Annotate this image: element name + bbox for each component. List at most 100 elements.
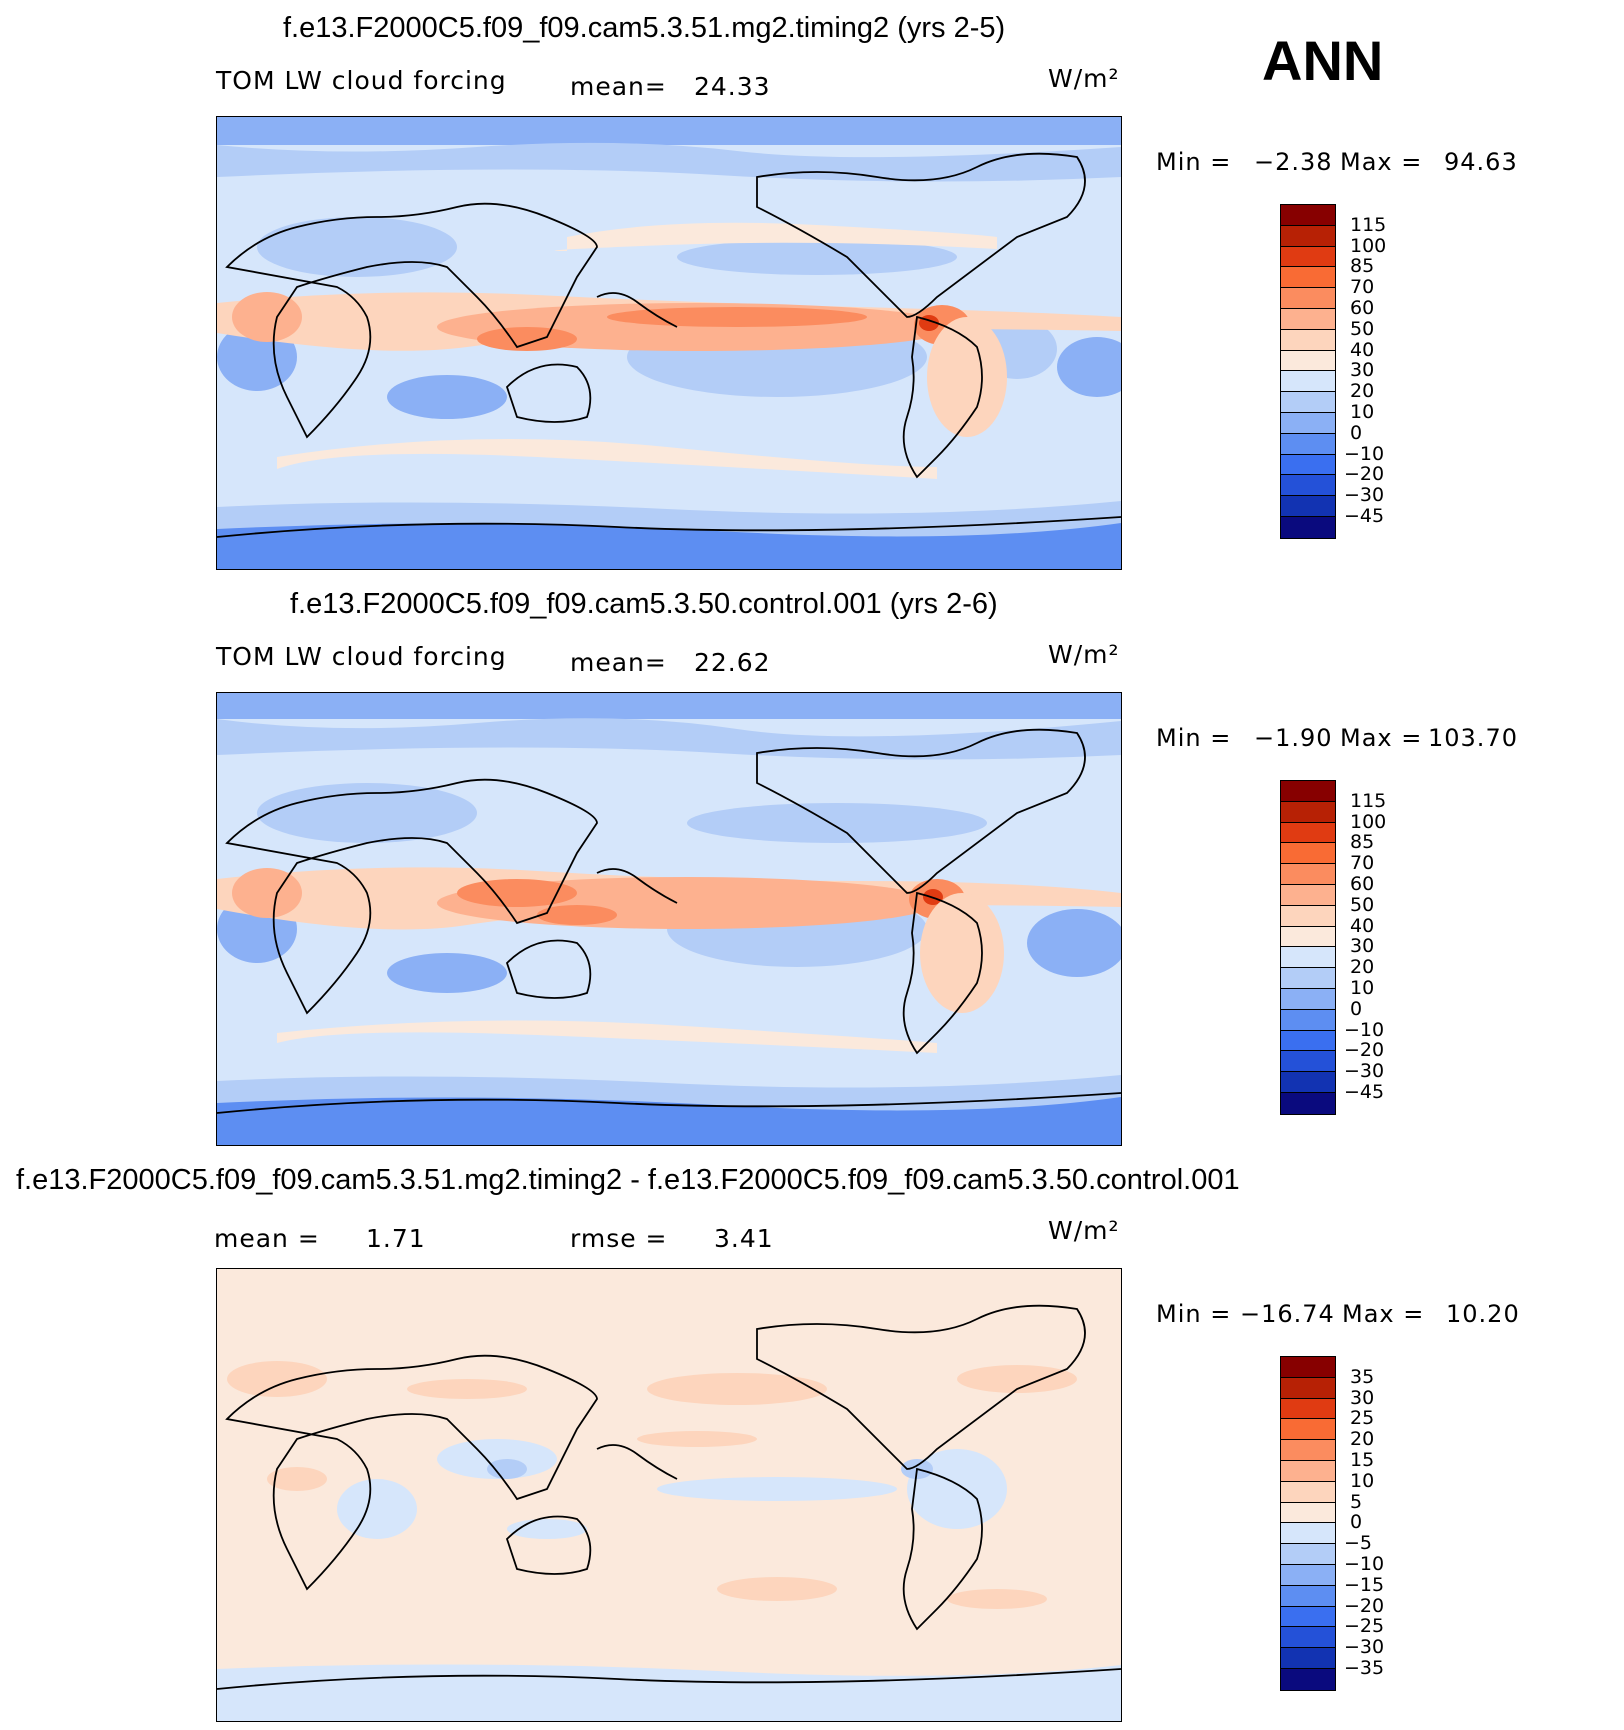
colorbar-tick-label: 10 (1350, 401, 1375, 423)
colorbar-swatch (1281, 1481, 1335, 1503)
panel1-max-label: Max = (1340, 148, 1423, 176)
colorbar-tick-label: 10 (1350, 1469, 1375, 1492)
panel3-rmse-label: rmse = (570, 1224, 668, 1253)
colorbar-swatch (1281, 1092, 1335, 1114)
colorbar-swatch (1281, 988, 1335, 1010)
colorbar-swatch (1281, 843, 1335, 865)
colorbar-swatch (1281, 1460, 1335, 1482)
colorbar-swatch (1281, 1648, 1335, 1669)
colorbar-swatch (1281, 225, 1335, 247)
colorbar-tick-label: 0 (1350, 1511, 1363, 1534)
colorbar-tick-label: −25 (1344, 1615, 1385, 1638)
panel2-variable: TOM LW cloud forcing (216, 642, 507, 671)
colorbar-swatch (1281, 475, 1335, 497)
colorbar-tick-label: 20 (1350, 1428, 1375, 1451)
colorbar-tick-label: 35 (1350, 1365, 1375, 1388)
panel2-title: f.e13.F2000C5.f09_f09.cam5.3.50.control.… (290, 588, 998, 620)
colorbar-tick-label: −20 (1344, 1039, 1385, 1062)
panel3-title: f.e13.F2000C5.f09_f09.cam5.3.51.mg2.timi… (16, 1164, 1240, 1196)
colorbar-swatch (1281, 267, 1335, 289)
panel1-units: W/m² (1048, 64, 1120, 93)
colorbar-tick-label: 60 (1350, 873, 1375, 895)
colorbar-tick-label: −20 (1344, 463, 1385, 486)
colorbar-tick-label: 30 (1350, 359, 1375, 382)
colorbar-swatch (1281, 968, 1335, 989)
colorbar-swatch (1281, 1606, 1335, 1628)
panel2-max-label: Max = (1340, 724, 1423, 752)
panel1-title: f.e13.F2000C5.f09_f09.cam5.3.51.mg2.timi… (283, 12, 1006, 44)
panel3-colorbar (1280, 1356, 1336, 1691)
colorbar-tick-label: 30 (1350, 935, 1375, 958)
colorbar-tick-label: −20 (1344, 1594, 1385, 1617)
colorbar-swatch (1281, 1564, 1335, 1586)
colorbar-tick-label: −10 (1344, 1553, 1385, 1575)
colorbar-tick-label: −45 (1344, 1081, 1385, 1103)
colorbar-tick-label: 5 (1350, 1490, 1363, 1513)
colorbar-tick-label: 60 (1350, 297, 1375, 319)
colorbar-swatch (1281, 516, 1335, 538)
colorbar-swatch (1281, 781, 1335, 802)
colorbar-tick-label: 20 (1350, 956, 1375, 979)
panel2-units: W/m² (1048, 640, 1120, 669)
colorbar-swatch (1281, 308, 1335, 330)
panel3-mean-value: 1.71 (366, 1224, 426, 1253)
colorbar-swatch (1281, 412, 1335, 434)
panel3-max-value: 10.20 (1446, 1300, 1520, 1328)
colorbar-swatch (1281, 1523, 1335, 1545)
colorbar-swatch (1281, 1668, 1335, 1690)
panel1-max-value: 94.63 (1444, 148, 1518, 176)
panel2-min-value: −1.90 (1254, 724, 1333, 752)
colorbar-swatch (1281, 1502, 1335, 1524)
colorbar-tick-label: −10 (1344, 1018, 1385, 1041)
colorbar-tick-label: 115 (1350, 789, 1387, 812)
colorbar-swatch (1281, 905, 1335, 927)
colorbar-swatch (1281, 947, 1335, 969)
panel3-max-label: Max = (1342, 1300, 1425, 1328)
panel1-min-value: −2.38 (1254, 148, 1333, 176)
colorbar-swatch (1281, 1627, 1335, 1649)
panel1-mean-label: mean= (570, 72, 667, 101)
colorbar-tick-label: 15 (1350, 1449, 1375, 1471)
colorbar-swatch (1281, 205, 1335, 226)
colorbar-swatch (1281, 1051, 1335, 1073)
colorbar-swatch (1281, 1419, 1335, 1441)
colorbar-tick-label: −30 (1344, 484, 1385, 507)
season-label: ANN (1262, 29, 1384, 92)
panel1-variable: TOM LW cloud forcing (216, 66, 507, 95)
panel3-map (216, 1268, 1122, 1722)
colorbar-tick-label: 40 (1350, 338, 1375, 361)
colorbar-tick-label: 115 (1350, 213, 1387, 236)
colorbar-tick-label: 20 (1350, 380, 1375, 403)
panel2-max-value: 103.70 (1428, 724, 1518, 752)
panel2-min-label: Min = (1156, 724, 1232, 752)
colorbar-tick-label: 10 (1350, 977, 1375, 999)
colorbar-tick-label: 100 (1350, 234, 1387, 257)
panel2-map-svg (217, 693, 1121, 1145)
colorbar-tick-label: −5 (1344, 1532, 1373, 1555)
colorbar-tick-label: 100 (1350, 810, 1387, 833)
colorbar-swatch (1281, 454, 1335, 476)
colorbar-tick-label: −45 (1344, 505, 1385, 527)
colorbar-tick-label: 50 (1350, 317, 1375, 340)
colorbar-swatch (1281, 801, 1335, 823)
panel1-colorbar (1280, 204, 1336, 539)
panel3-units: W/m² (1048, 1216, 1120, 1245)
colorbar-swatch (1281, 246, 1335, 268)
panel3-map-svg (217, 1269, 1121, 1721)
colorbar-tick-label: 85 (1350, 255, 1375, 278)
colorbar-swatch (1281, 1585, 1335, 1607)
panel1-mean-value: 24.33 (694, 72, 771, 101)
colorbar-tick-label: 0 (1350, 997, 1363, 1020)
colorbar-swatch (1281, 1377, 1335, 1399)
colorbar-tick-label: −35 (1344, 1657, 1385, 1679)
colorbar-tick-label: 25 (1350, 1407, 1375, 1430)
colorbar-swatch (1281, 350, 1335, 372)
colorbar-tick-label: 0 (1350, 421, 1363, 444)
colorbar-swatch (1281, 1072, 1335, 1093)
colorbar-tick-label: 70 (1350, 852, 1375, 875)
colorbar-tick-label: 70 (1350, 276, 1375, 299)
colorbar-tick-label: −15 (1344, 1573, 1385, 1596)
panel1-map (216, 116, 1122, 570)
colorbar-tick-label: 40 (1350, 914, 1375, 937)
panel1-map-svg (217, 117, 1121, 569)
